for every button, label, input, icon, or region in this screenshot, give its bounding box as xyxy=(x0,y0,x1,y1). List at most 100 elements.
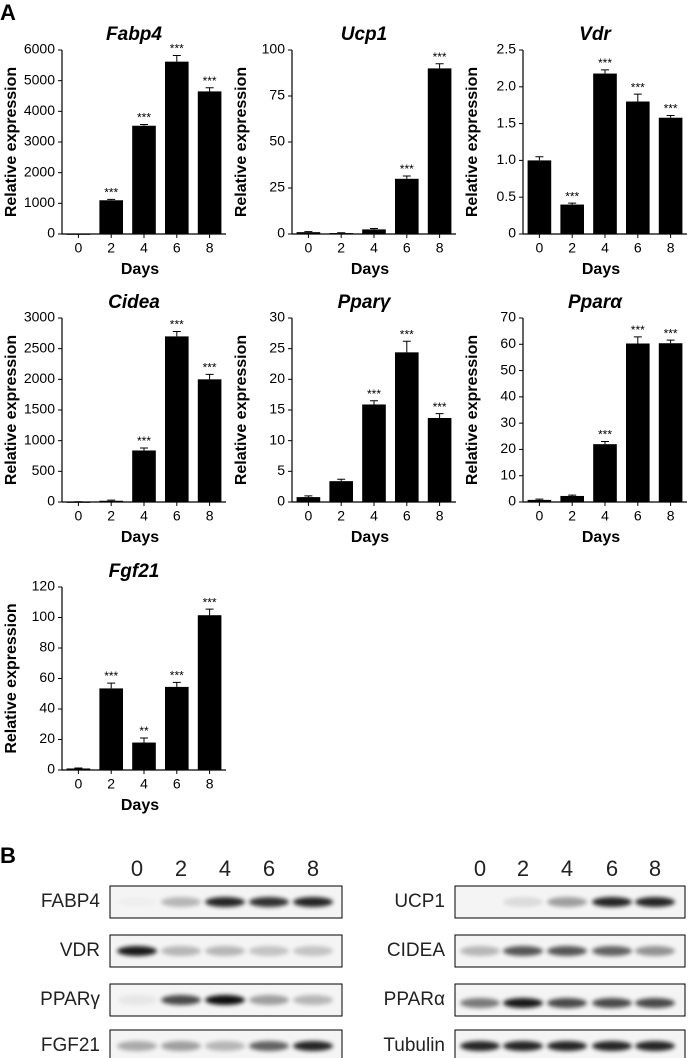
error-bar xyxy=(304,495,313,498)
bar xyxy=(658,343,683,502)
band xyxy=(503,897,543,907)
significance: *** xyxy=(598,56,612,70)
x-tick-label: 6 xyxy=(173,508,181,524)
error-bar xyxy=(666,339,675,344)
bar xyxy=(593,444,617,502)
error-bar xyxy=(633,93,642,102)
band xyxy=(161,946,201,956)
error-bar xyxy=(172,330,181,337)
panel-label: A xyxy=(0,0,16,25)
y-tick-label: 20 xyxy=(269,370,285,386)
error-bar xyxy=(172,681,181,687)
y-axis-label: Relative expression xyxy=(3,335,20,485)
x-axis-label: Days xyxy=(582,529,620,546)
y-tick-label: 0 xyxy=(47,493,55,509)
band xyxy=(117,897,157,907)
protein-label: FGF21 xyxy=(41,1035,100,1056)
band xyxy=(117,1041,157,1051)
y-tick-label: 30 xyxy=(269,309,285,325)
lane-label: 0 xyxy=(474,856,486,881)
band xyxy=(592,897,632,907)
y-tick-label: 3000 xyxy=(24,133,55,149)
band xyxy=(293,946,333,956)
x-axis-label: Days xyxy=(351,261,389,278)
y-tick-label: 0 xyxy=(47,225,55,241)
y-tick-label: 2.0 xyxy=(497,78,517,94)
y-tick-label: 0.5 xyxy=(497,188,517,204)
y-axis-label: Relative expression xyxy=(464,67,481,217)
y-tick-label: 4000 xyxy=(24,102,55,118)
bar xyxy=(560,204,585,234)
y-tick-label: 3000 xyxy=(24,309,55,325)
x-tick-label: 4 xyxy=(601,508,609,524)
x-tick-label: 0 xyxy=(536,240,544,256)
y-tick-label: 70 xyxy=(500,309,516,325)
band xyxy=(547,998,587,1008)
chart-title: Pparγ xyxy=(338,292,392,313)
error-bar xyxy=(107,198,116,201)
x-tick-label: 2 xyxy=(568,508,576,524)
bar xyxy=(625,343,650,502)
bar xyxy=(197,379,222,502)
significance: *** xyxy=(170,668,184,682)
y-tick-label: 20 xyxy=(39,730,55,746)
bar xyxy=(99,500,124,502)
error-bar xyxy=(172,55,181,62)
x-tick-label: 2 xyxy=(337,240,345,256)
y-tick-label: 1.5 xyxy=(497,114,517,130)
protein-label: VDR xyxy=(60,940,100,961)
bar xyxy=(329,481,354,502)
y-tick-label: 50 xyxy=(500,361,516,377)
x-tick-label: 4 xyxy=(370,240,378,256)
y-tick-label: 0 xyxy=(508,225,516,241)
bar xyxy=(132,742,156,770)
y-tick-label: 5 xyxy=(277,462,285,478)
band xyxy=(205,946,245,956)
y-tick-label: 40 xyxy=(500,388,516,404)
error-bar xyxy=(140,737,148,743)
error-bar xyxy=(435,63,444,69)
bar xyxy=(394,352,419,502)
chart-title: Fabp4 xyxy=(106,24,162,45)
band xyxy=(117,946,157,956)
bar xyxy=(427,417,452,502)
lane-label: 4 xyxy=(219,856,231,881)
band xyxy=(117,995,157,1005)
y-tick-label: 20 xyxy=(500,440,516,456)
lane-label: 0 xyxy=(131,856,143,881)
y-tick-label: 10 xyxy=(500,466,516,482)
error-bar xyxy=(666,115,675,118)
x-tick-label: 4 xyxy=(370,508,378,524)
significance: *** xyxy=(664,326,678,340)
bar xyxy=(527,160,552,234)
error-bar xyxy=(107,682,116,689)
bar xyxy=(164,61,189,234)
x-tick-label: 8 xyxy=(206,240,214,256)
protein-label: UCP1 xyxy=(394,891,445,912)
bar xyxy=(296,497,321,502)
bar xyxy=(527,499,552,502)
y-tick-label: 80 xyxy=(39,639,55,655)
bar xyxy=(296,232,321,234)
y-tick-label: 75 xyxy=(269,87,285,103)
error-bar xyxy=(370,227,378,230)
band xyxy=(249,995,289,1005)
significance: *** xyxy=(367,387,381,401)
x-tick-label: 2 xyxy=(107,508,115,524)
error-bar xyxy=(601,441,609,445)
y-tick-label: 2000 xyxy=(24,163,55,179)
chart-title: Ucp1 xyxy=(341,24,387,45)
x-tick-label: 6 xyxy=(403,508,411,524)
x-tick-label: 4 xyxy=(140,240,148,256)
x-tick-label: 4 xyxy=(140,776,148,792)
bar xyxy=(132,450,156,502)
bar xyxy=(394,178,419,234)
significance: *** xyxy=(400,162,414,176)
bar xyxy=(132,125,156,234)
y-tick-label: 5000 xyxy=(24,71,55,87)
band xyxy=(547,946,587,956)
lane-label: 2 xyxy=(517,856,529,881)
significance: *** xyxy=(203,595,217,609)
bar xyxy=(99,688,124,770)
y-tick-label: 100 xyxy=(32,608,56,624)
